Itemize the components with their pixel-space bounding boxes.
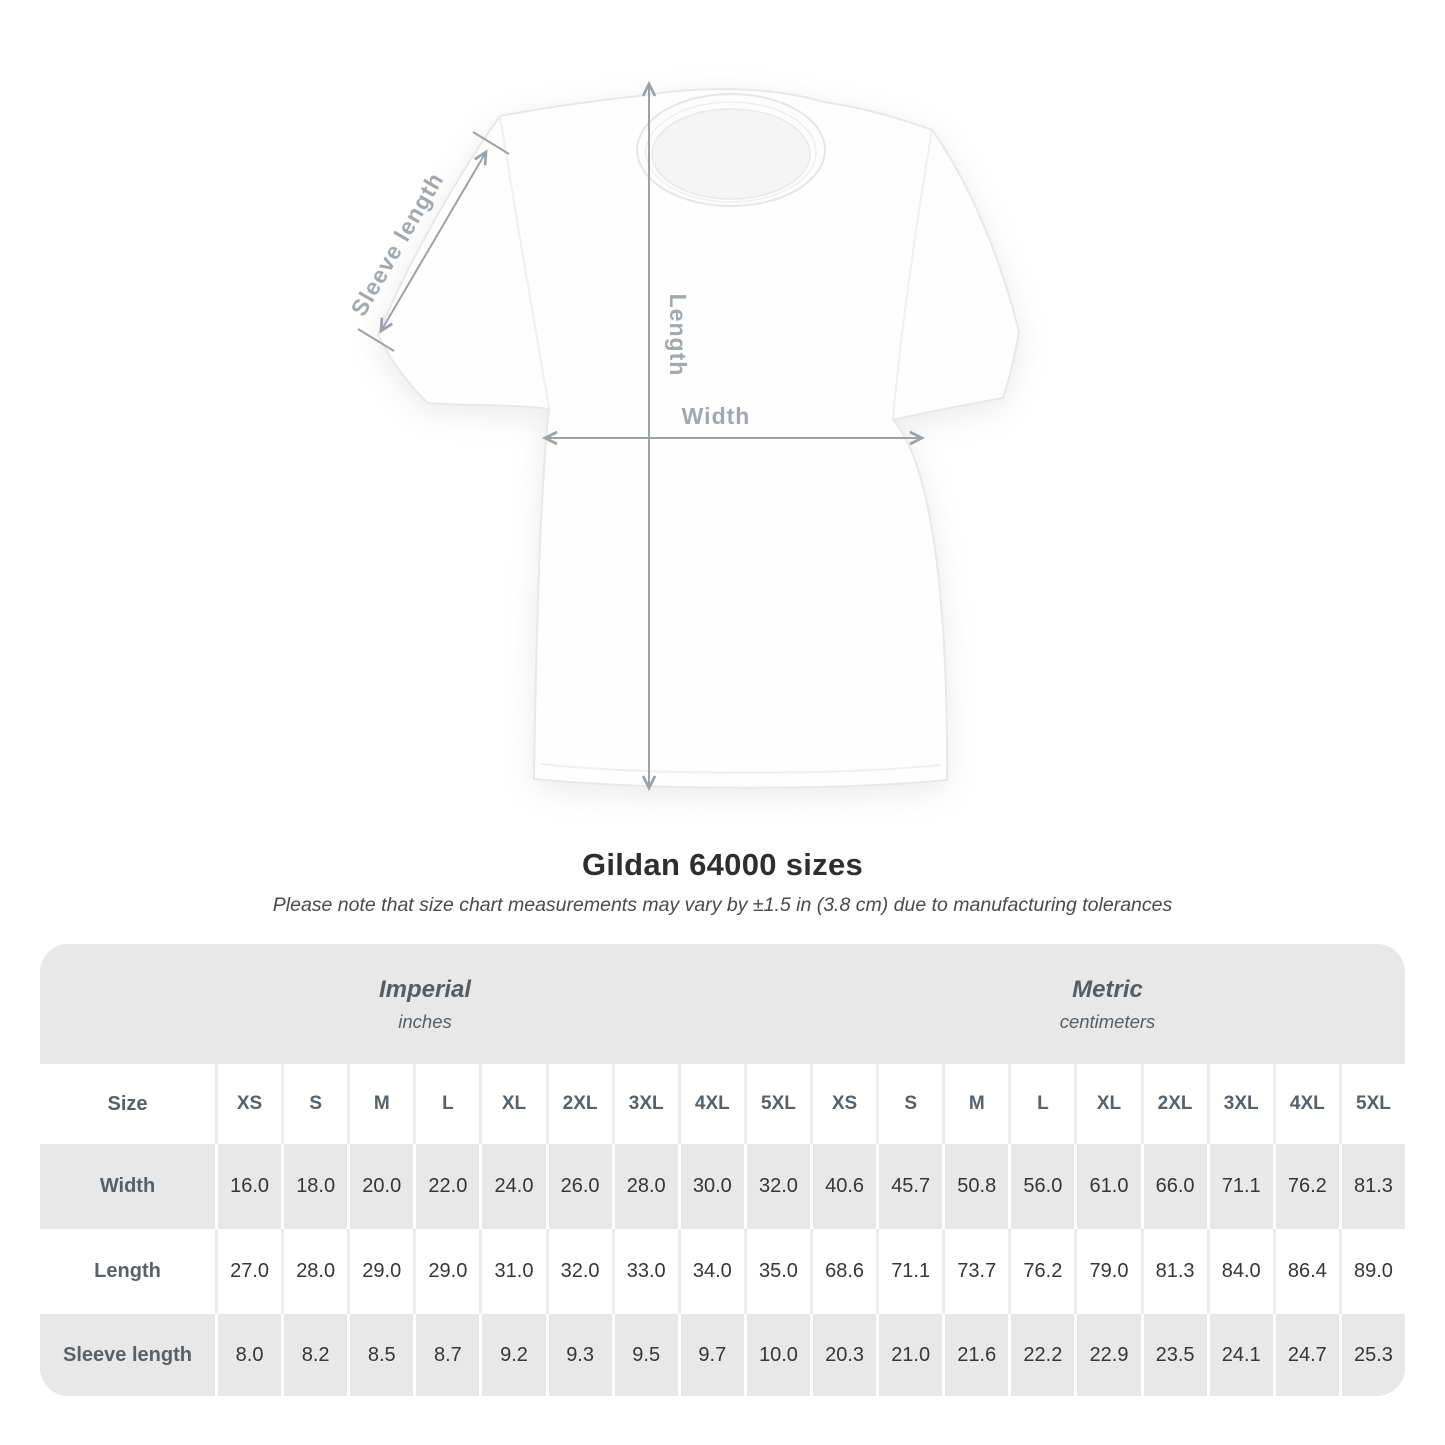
table-cell: 66.0 [1140, 1144, 1207, 1229]
imperial-section-unit: inches [398, 1010, 452, 1032]
row-label-sleeve-length: Sleeve length [40, 1314, 215, 1396]
table-cell: 73.7 [942, 1229, 1009, 1314]
table-cell: 25.3 [1338, 1314, 1405, 1396]
size-col-header: 5XL [1338, 1064, 1405, 1144]
table-cell: 61.0 [1074, 1144, 1141, 1229]
table-cell: 27.0 [215, 1229, 282, 1314]
size-col-header: S [281, 1064, 348, 1144]
table-cell: 76.2 [1272, 1144, 1339, 1229]
size-col-header: 5XL [743, 1064, 810, 1144]
table-cell: 8.7 [413, 1314, 480, 1396]
table-cell: 31.0 [479, 1229, 546, 1314]
table-cell: 34.0 [677, 1229, 744, 1314]
imperial-section-title: Imperial [378, 975, 472, 1003]
table-cell: 79.0 [1074, 1229, 1141, 1314]
table-cell: 68.6 [810, 1229, 877, 1314]
size-row-label: Size [40, 1064, 215, 1144]
table-cell: 9.5 [611, 1314, 678, 1396]
tshirt-illustration: Sleeve length Length Width [345, 80, 1021, 792]
length-label: Length [665, 294, 691, 377]
table-cell: 40.6 [810, 1144, 877, 1229]
table-cell: 89.0 [1338, 1229, 1405, 1314]
table-cell: 24.1 [1206, 1314, 1273, 1396]
metric-section-title: Metric [1072, 975, 1143, 1003]
size-col-header: 2XL [1140, 1064, 1207, 1144]
row-label-width: Width [40, 1144, 215, 1229]
collar-inner [651, 108, 811, 200]
table-cell: 32.0 [545, 1229, 612, 1314]
size-col-header: 4XL [1272, 1064, 1339, 1144]
size-col-header: 3XL [1206, 1064, 1273, 1144]
hem-stitch [540, 763, 942, 774]
width-arrow: Width [541, 403, 926, 446]
table-cell: 8.0 [215, 1314, 282, 1396]
imperial-section-header: Imperial inches [40, 944, 810, 1064]
table-cell: 45.7 [876, 1144, 943, 1229]
table-cell: 20.0 [347, 1144, 414, 1229]
metric-section-header: Metric centimeters [810, 944, 1405, 1064]
table-cell: 56.0 [1008, 1144, 1075, 1229]
tolerance-note: Please note that size chart measurements… [272, 894, 1173, 916]
size-col-header: XS [810, 1064, 877, 1144]
size-col-header: M [347, 1064, 414, 1144]
table-cell: 50.8 [942, 1144, 1009, 1229]
table-cell: 32.0 [743, 1144, 810, 1229]
table-cell: 8.2 [281, 1314, 348, 1396]
table-cell: 30.0 [677, 1144, 744, 1229]
table-cell: 28.0 [281, 1229, 348, 1314]
table-cell: 8.5 [347, 1314, 414, 1396]
size-col-header: 2XL [545, 1064, 612, 1144]
table-cell: 24.7 [1272, 1314, 1339, 1396]
left-sleeve-seam [499, 115, 550, 409]
table-cell: 21.0 [876, 1314, 943, 1396]
table-cell: 20.3 [810, 1314, 877, 1396]
table-cell: 29.0 [347, 1229, 414, 1314]
table-cell: 21.6 [942, 1314, 1009, 1396]
metric-section-unit: centimeters [1059, 1010, 1156, 1032]
table-cell: 71.1 [1206, 1144, 1273, 1229]
table-cell: 22.2 [1008, 1314, 1075, 1396]
page-title: Gildan 64000 sizes [581, 847, 864, 882]
table-cell: 29.0 [413, 1229, 480, 1314]
table-cell: 28.0 [611, 1144, 678, 1229]
size-col-header: XL [1074, 1064, 1141, 1144]
table-cell: 81.3 [1338, 1144, 1405, 1229]
table-cell: 10.0 [743, 1314, 810, 1396]
table-cell: 81.3 [1140, 1229, 1207, 1314]
table-cell: 23.5 [1140, 1314, 1207, 1396]
size-col-header: L [1008, 1064, 1075, 1144]
table-cell: 26.0 [545, 1144, 612, 1229]
size-col-header: M [942, 1064, 1009, 1144]
size-col-header: XL [479, 1064, 546, 1144]
size-table: Imperial inches Metric centimeters Size … [40, 944, 1405, 1396]
tshirt-measurement-diagram: Sleeve length Length Width [345, 80, 1021, 792]
row-label-length: Length [40, 1229, 215, 1314]
table-cell: 9.7 [677, 1314, 744, 1396]
table-cell: 9.2 [479, 1314, 546, 1396]
table-cell: 16.0 [215, 1144, 282, 1229]
size-col-header: 4XL [677, 1064, 744, 1144]
right-sleeve-seam [892, 129, 933, 420]
table-cell: 33.0 [611, 1229, 678, 1314]
table-cell: 76.2 [1008, 1229, 1075, 1314]
width-label: Width [682, 403, 751, 429]
table-cell: 86.4 [1272, 1229, 1339, 1314]
size-col-header: S [876, 1064, 943, 1144]
table-cell: 22.0 [413, 1144, 480, 1229]
table-cell: 35.0 [743, 1229, 810, 1314]
table-cell: 84.0 [1206, 1229, 1273, 1314]
table-cell: 18.0 [281, 1144, 348, 1229]
size-col-header: 3XL [611, 1064, 678, 1144]
table-cell: 9.3 [545, 1314, 612, 1396]
table-cell: 24.0 [479, 1144, 546, 1229]
table-cell: 71.1 [876, 1229, 943, 1314]
size-col-header: XS [215, 1064, 282, 1144]
size-col-header: L [413, 1064, 480, 1144]
table-cell: 22.9 [1074, 1314, 1141, 1396]
